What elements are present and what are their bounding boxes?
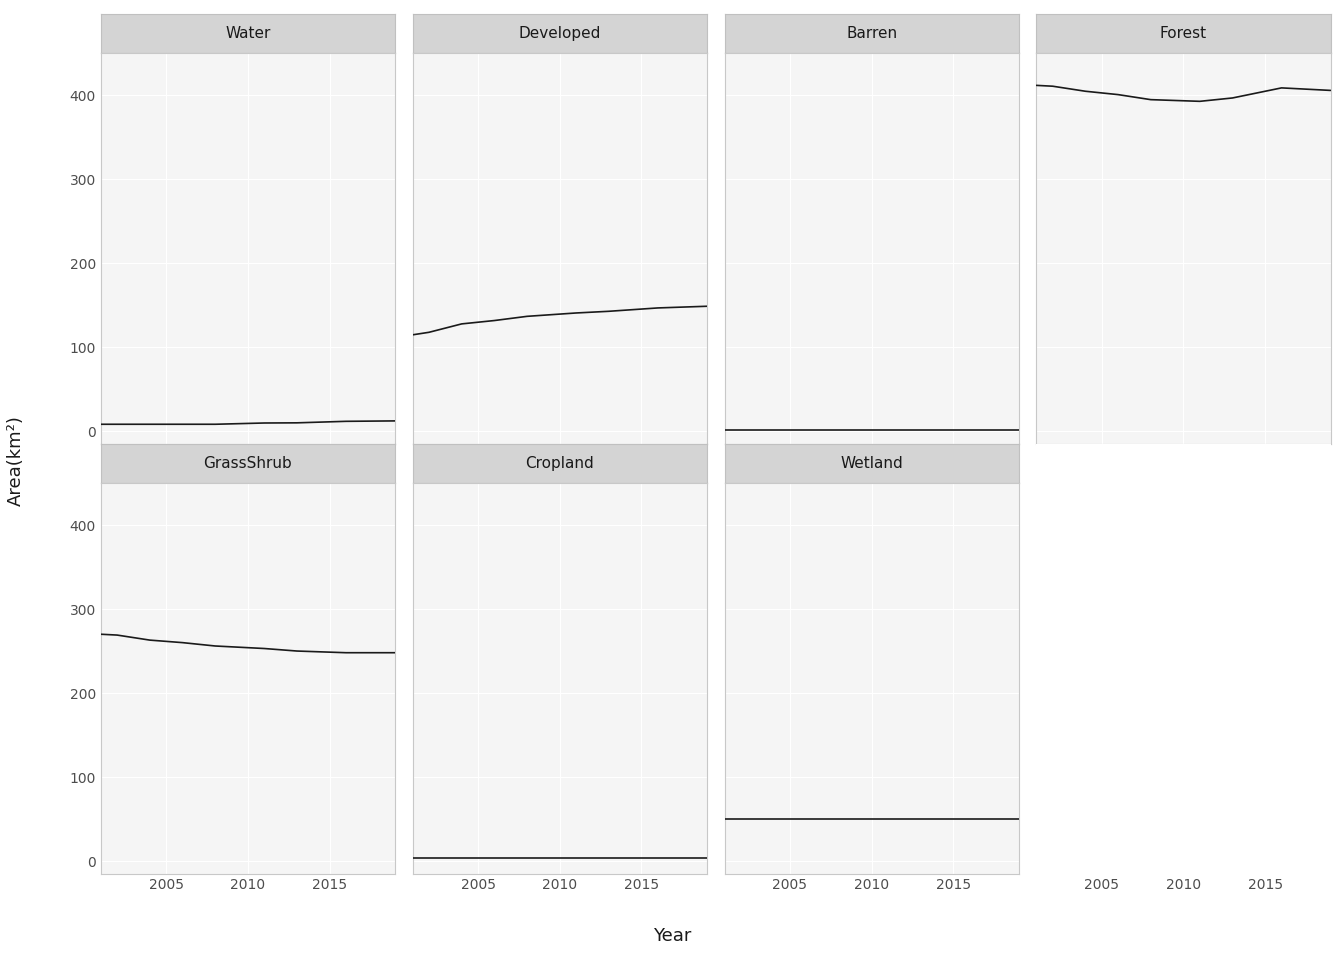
- Text: Developed: Developed: [519, 27, 601, 41]
- Text: Year: Year: [653, 927, 691, 945]
- Text: Cropland: Cropland: [526, 456, 594, 471]
- Text: Forest: Forest: [1160, 27, 1207, 41]
- Text: Wetland: Wetland: [840, 456, 903, 471]
- Text: GrassShrub: GrassShrub: [203, 456, 292, 471]
- Text: Barren: Barren: [845, 27, 898, 41]
- Text: Water: Water: [226, 27, 270, 41]
- Text: Area(km²): Area(km²): [7, 416, 26, 506]
